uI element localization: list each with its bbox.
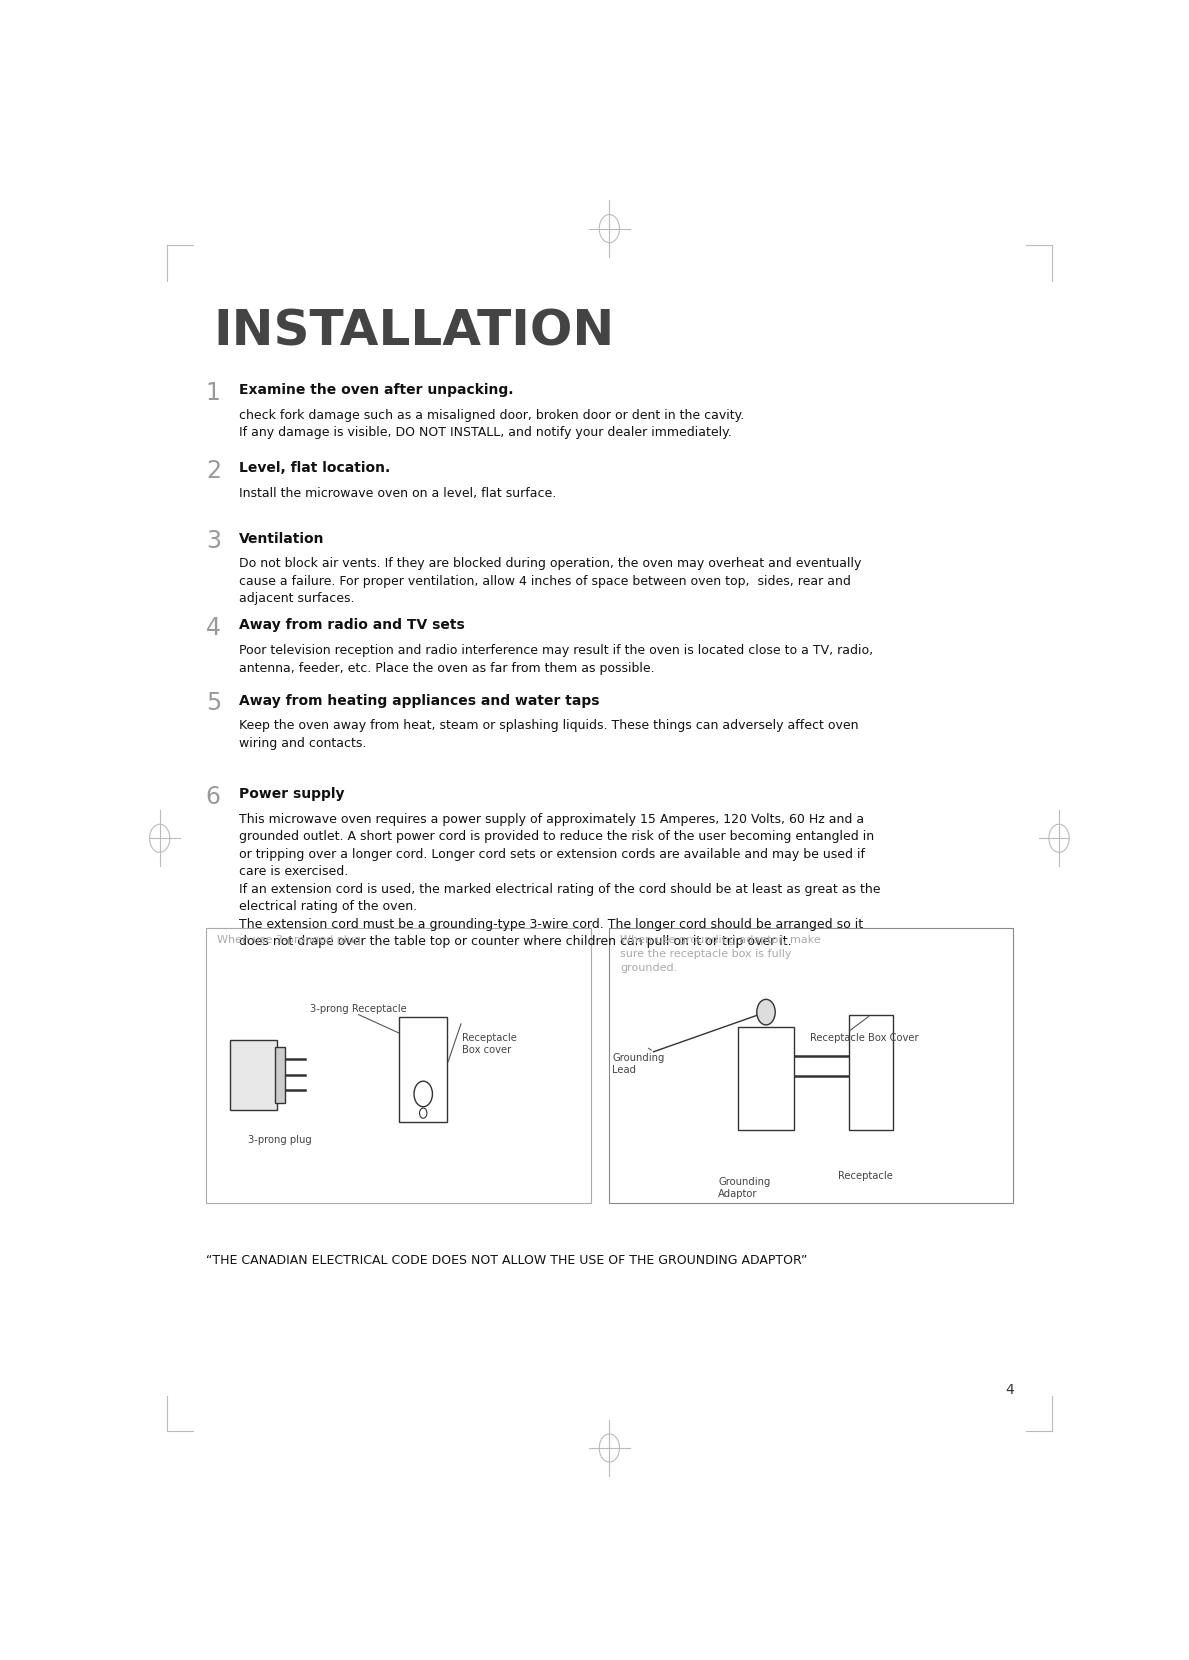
Text: This microwave oven requires a power supply of approximately 15 Amperes, 120 Vol: This microwave oven requires a power sup… bbox=[239, 813, 880, 948]
Text: Receptacle: Receptacle bbox=[838, 1170, 893, 1180]
Text: Grounding
Adaptor: Grounding Adaptor bbox=[718, 1177, 770, 1200]
Text: Receptacle
Box cover: Receptacle Box cover bbox=[463, 1033, 517, 1056]
Text: Examine the oven after unpacking.: Examine the oven after unpacking. bbox=[239, 383, 514, 397]
Bar bbox=[206, 928, 591, 1202]
Text: Power supply: Power supply bbox=[239, 787, 345, 802]
Text: Do not block air vents. If they are blocked during operation, the oven may overh: Do not block air vents. If they are bloc… bbox=[239, 558, 861, 606]
Text: Install the microwave oven on a level, flat surface.: Install the microwave oven on a level, f… bbox=[239, 486, 556, 500]
Text: Away from radio and TV sets: Away from radio and TV sets bbox=[239, 619, 465, 632]
Text: 3-prong Receptacle: 3-prong Receptacle bbox=[310, 1004, 407, 1014]
Text: 1: 1 bbox=[206, 380, 221, 405]
Text: When use grounding adaptor, make
sure the receptacle box is fully
grounded.: When use grounding adaptor, make sure th… bbox=[621, 936, 822, 973]
Text: INSTALLATION: INSTALLATION bbox=[213, 307, 615, 355]
Text: Poor television reception and radio interference may result if the oven is locat: Poor television reception and radio inte… bbox=[239, 644, 873, 674]
Text: 2: 2 bbox=[206, 458, 221, 483]
Bar bbox=[229, 1039, 277, 1111]
Text: Level, flat location.: Level, flat location. bbox=[239, 461, 390, 475]
Bar bbox=[400, 1018, 447, 1122]
Text: Receptacle Box Cover: Receptacle Box Cover bbox=[810, 1033, 919, 1042]
Text: Ventilation: Ventilation bbox=[239, 531, 325, 546]
Circle shape bbox=[756, 999, 775, 1024]
Text: Grounding
Lead: Grounding Lead bbox=[612, 1052, 665, 1076]
Text: Keep the oven away from heat, steam or splashing liquids. These things can adver: Keep the oven away from heat, steam or s… bbox=[239, 719, 858, 750]
Bar bbox=[738, 1028, 794, 1130]
Text: 3-prong plug: 3-prong plug bbox=[249, 1135, 312, 1145]
Text: 4: 4 bbox=[1006, 1383, 1014, 1396]
Text: check fork damage such as a misaligned door, broken door or dent in the cavity.
: check fork damage such as a misaligned d… bbox=[239, 408, 744, 440]
Bar bbox=[275, 1047, 285, 1102]
Text: 4: 4 bbox=[206, 616, 221, 639]
Bar bbox=[610, 928, 1013, 1202]
Text: When use 3-pronged plug: When use 3-pronged plug bbox=[216, 936, 361, 946]
Bar bbox=[849, 1014, 893, 1130]
Text: “THE CANADIAN ELECTRICAL CODE DOES NOT ALLOW THE USE OF THE GROUNDING ADAPTOR”: “THE CANADIAN ELECTRICAL CODE DOES NOT A… bbox=[206, 1253, 807, 1267]
Text: Away from heating appliances and water taps: Away from heating appliances and water t… bbox=[239, 694, 599, 707]
Text: 5: 5 bbox=[206, 691, 221, 715]
Text: 3: 3 bbox=[206, 530, 221, 553]
Text: 6: 6 bbox=[206, 785, 221, 808]
